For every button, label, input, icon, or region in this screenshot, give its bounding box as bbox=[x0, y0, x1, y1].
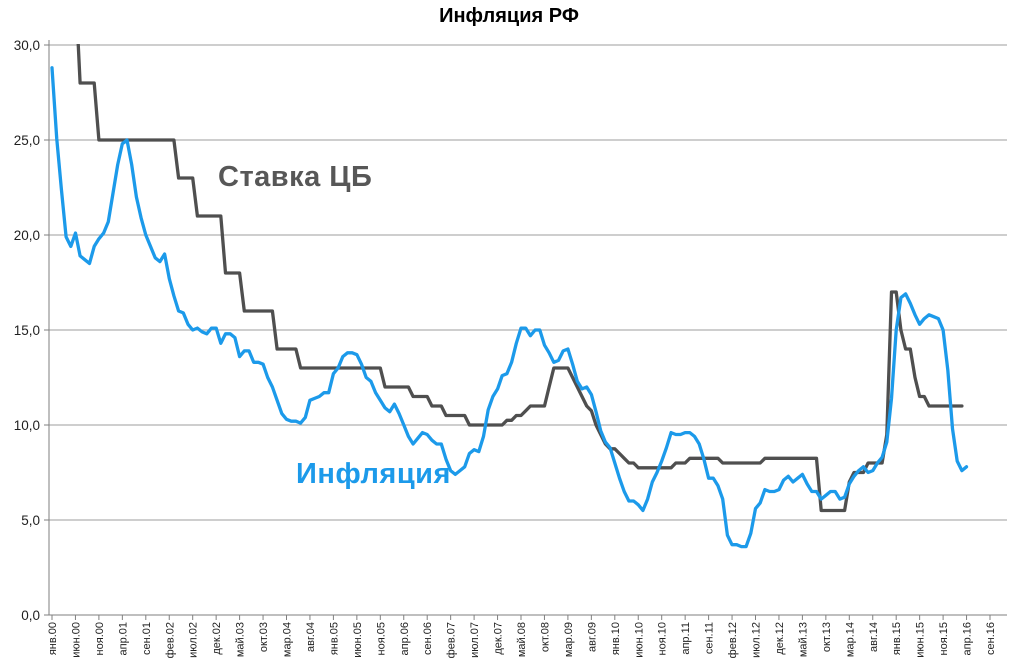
y-tick-label: 15,0 bbox=[14, 323, 40, 338]
x-tick-label: июл.12 bbox=[751, 622, 763, 658]
cb-rate-line bbox=[76, 44, 964, 513]
x-tick-label: июн.10 bbox=[633, 622, 645, 658]
x-tick-label: июл.02 bbox=[188, 622, 200, 658]
x-tick-label: июн.05 bbox=[352, 622, 364, 658]
x-tick-label: окт.03 bbox=[258, 622, 270, 652]
y-tick-label: 0,0 bbox=[21, 608, 40, 623]
x-tick-label: дек.12 bbox=[774, 622, 786, 655]
x-tick-label: дек.02 bbox=[211, 622, 223, 655]
x-tick-label: окт.08 bbox=[539, 622, 551, 652]
x-tick-label: май.08 bbox=[516, 622, 528, 657]
x-tick-label: фев.02 bbox=[164, 622, 176, 658]
x-tick-label: май.03 bbox=[235, 622, 247, 657]
y-tick-label: 20,0 bbox=[14, 228, 40, 243]
x-tick-label: сен.16 bbox=[985, 622, 997, 655]
x-tick-label: мар.14 bbox=[844, 622, 856, 657]
x-tick-label: ноя.05 bbox=[375, 622, 387, 655]
x-tick-label: янв.00 bbox=[47, 622, 59, 655]
x-tick-label: июл.07 bbox=[469, 622, 481, 658]
x-tick-label: дек.07 bbox=[493, 622, 505, 655]
y-tick-label: 10,0 bbox=[14, 418, 40, 433]
y-tick-label: 25,0 bbox=[14, 133, 40, 148]
x-tick-label: апр.06 bbox=[399, 622, 411, 655]
x-tick-label: фев.07 bbox=[446, 622, 458, 658]
x-tick-label: янв.15 bbox=[891, 622, 903, 655]
x-tick-label: июн.00 bbox=[70, 622, 82, 658]
x-tick-label: авг.14 bbox=[868, 622, 880, 652]
x-tick-label: апр.16 bbox=[962, 622, 974, 655]
x-tick-label: ноя.15 bbox=[938, 622, 950, 655]
chart-title: Инфляция РФ bbox=[439, 5, 579, 27]
x-tick-label: янв.05 bbox=[328, 622, 340, 655]
x-tick-label: сен.06 bbox=[422, 622, 434, 655]
x-tick-label: ноя.10 bbox=[657, 622, 669, 655]
x-tick-label: сен.01 bbox=[141, 622, 153, 655]
x-tick-label: апр.01 bbox=[117, 622, 129, 655]
x-tick-label: авг.09 bbox=[586, 622, 598, 652]
series-label-inflation: Инфляция bbox=[296, 458, 451, 490]
series-label-cb-rate: Ставка ЦБ bbox=[218, 161, 373, 193]
x-tick-label: май.13 bbox=[797, 622, 809, 657]
x-tick-label: июн.15 bbox=[915, 622, 927, 658]
x-tick-label: янв.10 bbox=[610, 622, 622, 655]
x-tick-label: ноя.00 bbox=[94, 622, 106, 655]
x-tick-label: фев.12 bbox=[727, 622, 739, 658]
x-tick-label: мар.09 bbox=[563, 622, 575, 657]
x-tick-label: мар.04 bbox=[282, 622, 294, 657]
x-tick-label: сен.11 bbox=[704, 622, 716, 654]
x-tick-label: авг.04 bbox=[305, 622, 317, 652]
x-tick-label: апр.11 bbox=[680, 622, 692, 655]
y-tick-label: 5,0 bbox=[21, 513, 40, 528]
inflation-line bbox=[50, 66, 969, 549]
x-tick-label: окт.13 bbox=[821, 622, 833, 652]
y-tick-label: 30,0 bbox=[14, 38, 40, 53]
